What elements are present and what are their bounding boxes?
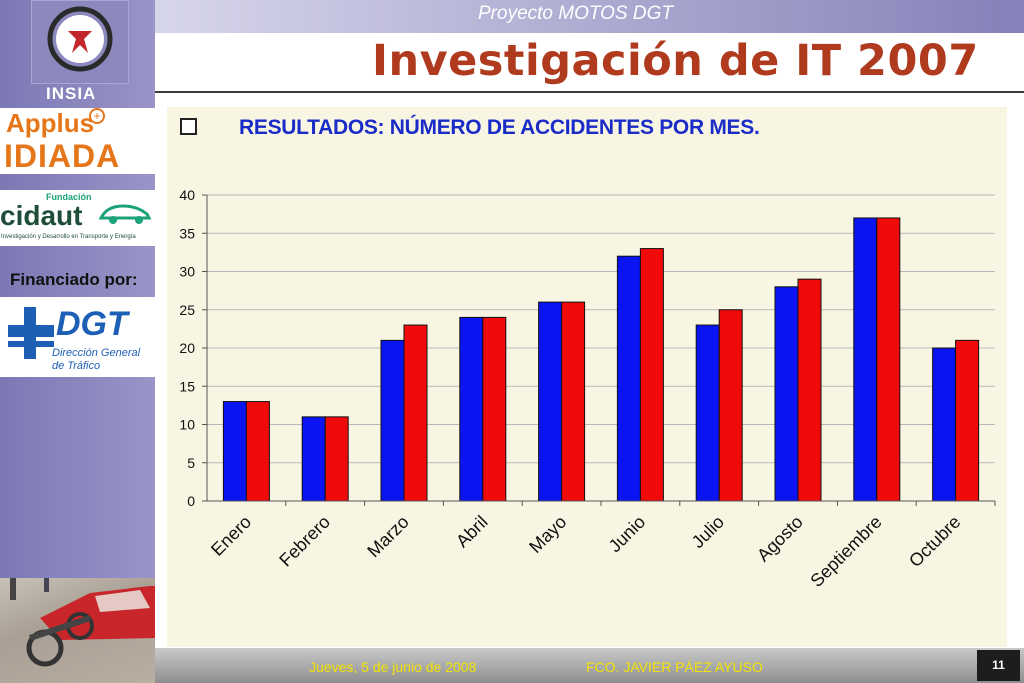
applus-label: Applus	[6, 108, 95, 138]
footer-author: FCO. JAVIER PÁEZ AYUSO	[586, 659, 763, 675]
page-title: Investigación de IT 2007	[372, 36, 979, 86]
footer-date: Jueves, 5 de junio de 2008	[309, 659, 477, 675]
page-number: 11	[992, 658, 1005, 672]
financed-by-label: Financiado por:	[10, 270, 138, 289]
title-divider	[155, 91, 1024, 93]
insia-emblem-icon	[47, 6, 113, 72]
dgt-label: DGT	[56, 305, 128, 343]
car-icon	[98, 204, 152, 224]
applus-idiada-logo: Applus + IDIADA	[0, 108, 155, 174]
insia-label: INSIA	[46, 84, 97, 103]
cidaut-logo: Fundación cidaut Investigación y Desarro…	[0, 190, 155, 246]
cidaut-small-label: Fundación	[46, 192, 92, 202]
plus-icon: +	[89, 108, 105, 124]
cidaut-label: cidaut	[0, 200, 83, 231]
dgt-emblem-icon	[8, 307, 54, 359]
cidaut-tagline: Investigación y Desarrollo en Transporte…	[1, 234, 136, 240]
accident-photo	[0, 578, 155, 683]
checkbox-bullet-icon	[180, 118, 197, 135]
dgt-line1: Dirección General	[52, 347, 141, 359]
idiada-label: IDIADA	[4, 138, 121, 174]
page-number-box	[977, 650, 1020, 681]
chart-panel	[167, 107, 1007, 647]
crash-scene-icon	[10, 578, 155, 667]
dgt-logo: DGT Dirección General de Tráfico	[0, 297, 155, 377]
footer-bar	[155, 648, 1024, 683]
project-label: Proyecto MOTOS DGT	[478, 3, 673, 24]
chart-title: RESULTADOS: NÚMERO DE ACCIDENTES POR MES…	[239, 116, 760, 139]
dgt-line2: de Tráfico	[52, 360, 101, 372]
insia-logo	[31, 0, 129, 84]
top-bar	[155, 0, 1024, 33]
